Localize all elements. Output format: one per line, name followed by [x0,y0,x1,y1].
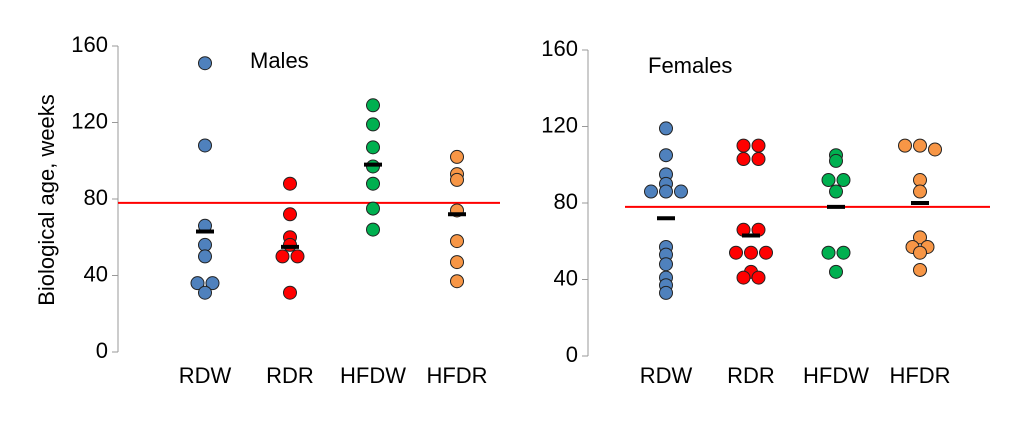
data-point [190,276,205,291]
data-point [198,285,212,300]
data-point [205,276,220,291]
y-tick-label: 40 [554,265,578,290]
data-point [366,201,380,216]
data-point [450,255,464,270]
y-tick-label: 120 [541,112,578,137]
data-point [450,274,464,289]
data-point [836,245,851,260]
y-tick-label: 0 [566,342,578,367]
y-tick-label: 160 [541,36,578,61]
data-point [290,249,305,264]
x-tick-label: RDR [266,363,314,388]
data-point [836,173,851,188]
data-point [736,270,751,285]
y-tick-label: 160 [71,32,108,57]
data-point [659,121,673,136]
data-point [450,172,464,187]
y-tick-label: 0 [96,338,108,363]
data-point [913,230,927,245]
data-point [283,176,297,191]
data-point [198,138,212,153]
data-point [674,184,688,199]
data-point [913,262,927,277]
data-point [659,257,673,272]
data-point [751,138,766,153]
data-point [829,184,843,199]
data-point [366,222,380,237]
data-point [744,245,758,260]
data-point [751,152,766,167]
data-point [913,138,927,153]
data-point [829,153,843,168]
y-tick-label: 40 [84,261,108,286]
panel-title: Females [648,53,732,78]
data-point [898,138,912,153]
data-point [644,184,658,199]
data-point [736,138,751,153]
x-tick-label: HFDR [889,363,950,388]
data-point [659,148,673,163]
data-point [198,249,212,264]
x-tick-label: RDW [640,363,693,388]
data-point [659,285,673,300]
panel-title: Males [250,48,309,73]
x-tick-label: HFDW [803,363,869,388]
y-tick-label: 120 [71,108,108,133]
x-tick-label: RDW [179,363,232,388]
data-point [450,234,464,249]
x-tick-label: HFDR [426,363,487,388]
data-point [913,245,927,260]
data-point [366,140,380,155]
data-point [198,56,212,71]
data-point [283,207,297,222]
data-point [829,264,843,279]
data-point [283,285,297,300]
data-point [275,249,290,264]
x-tick-label: RDR [727,363,775,388]
data-point [366,98,380,113]
data-point [821,245,836,260]
data-point [736,152,751,167]
data-point [729,245,743,260]
data-point [659,184,673,199]
y-tick-label: 80 [554,189,578,214]
y-axis-label: Biological age, weeks [34,94,59,306]
data-point [366,117,380,132]
data-point [928,142,942,157]
data-point [821,173,836,188]
y-tick-label: 80 [84,185,108,210]
data-point [366,176,380,191]
x-tick-label: HFDW [340,363,406,388]
data-point [450,149,464,164]
data-point [759,245,773,260]
data-point [751,270,766,285]
data-point [913,184,927,199]
